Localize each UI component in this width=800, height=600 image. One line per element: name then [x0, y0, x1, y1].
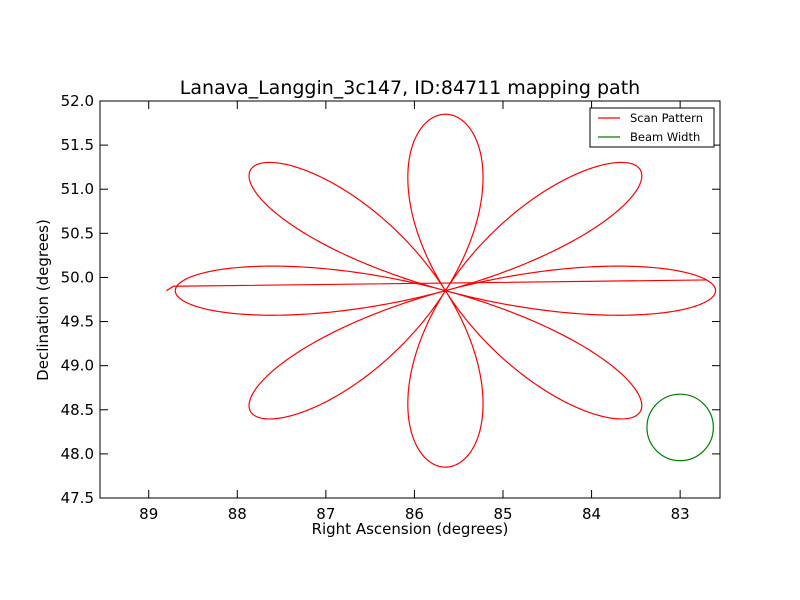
y-tick-label: 48.5	[61, 401, 94, 419]
legend-scan-label: Scan Pattern	[630, 111, 703, 125]
x-tick-label: 84	[582, 505, 601, 523]
y-tick-label: 49.5	[61, 313, 94, 331]
beam-width-circle	[646, 393, 714, 462]
y-tick-label: 51.5	[61, 136, 94, 154]
legend-box	[589, 107, 715, 148]
y-tick-label: 47.5	[61, 489, 94, 507]
plot-area	[166, 113, 717, 468]
chart-title: Lanava_Langgin_3c147, ID:84711 mapping p…	[180, 77, 640, 99]
x-tick-label: 89	[139, 505, 158, 523]
scan-lead-in-line	[166, 279, 707, 292]
plot-frame	[99, 100, 721, 499]
legend: Scan Pattern Beam Width	[589, 107, 715, 148]
y-tick-label: 49.0	[61, 357, 94, 375]
y-tick-label: 51.0	[61, 180, 94, 198]
y-tick-label: 50.5	[61, 224, 94, 242]
legend-beam-label: Beam Width	[630, 130, 700, 144]
x-axis-label: Right Ascension (degrees)	[312, 520, 509, 538]
y-axis-ticks: 47.5 48.0 48.5 49.0 49.5 50.0 50.5 51.0 51.5 52.0	[61, 92, 720, 507]
y-tick-label: 52.0	[61, 92, 94, 110]
y-tick-label: 48.0	[61, 445, 94, 463]
x-tick-label: 83	[671, 505, 690, 523]
y-axis-label: Declination (degrees)	[34, 219, 52, 381]
x-tick-label: 86	[405, 505, 424, 523]
x-tick-label: 88	[228, 505, 247, 523]
x-tick-label: 85	[493, 505, 512, 523]
y-tick-label: 50.0	[61, 268, 94, 286]
x-axis-ticks: 89 88 87 86 85 84 83	[139, 101, 690, 523]
scan-pattern-line	[174, 113, 717, 468]
x-tick-label: 87	[316, 505, 335, 523]
